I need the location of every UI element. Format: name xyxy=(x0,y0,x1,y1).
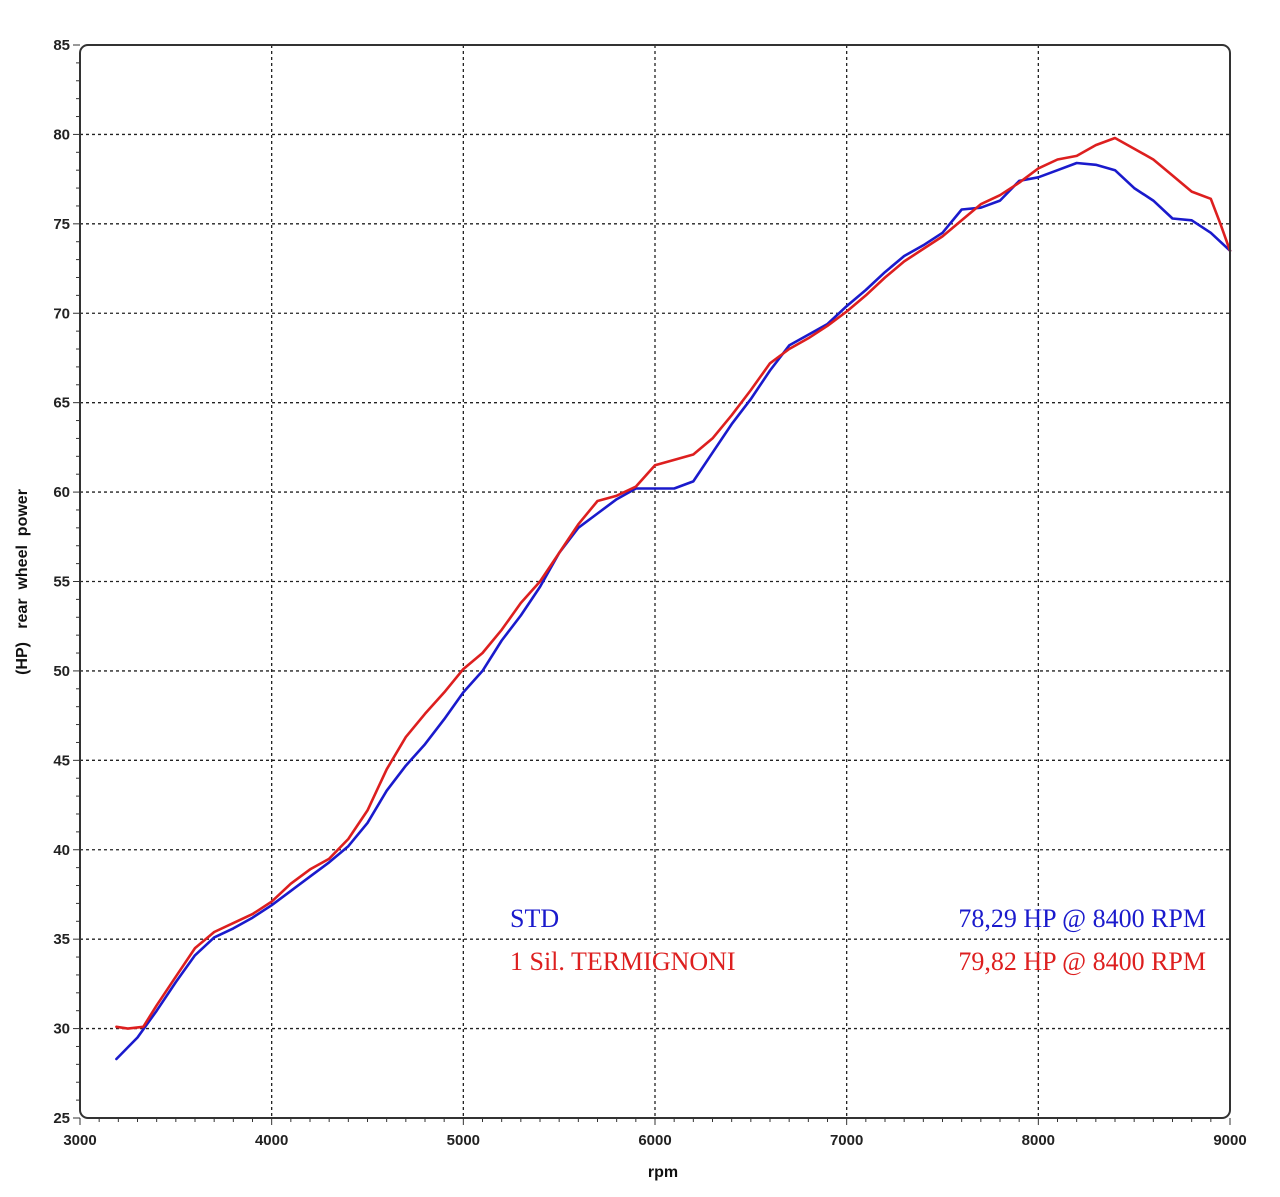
y-tick-label: 80 xyxy=(53,126,70,143)
legend: STD 78,29 HP @ 8400 RPM 1 Sil. TERMIGNON… xyxy=(510,904,1206,976)
x-tick-label: 4000 xyxy=(255,1132,288,1149)
y-tick-label: 75 xyxy=(53,216,70,233)
y-tick-label: 35 xyxy=(53,931,70,948)
legend-std-name: STD xyxy=(510,904,559,933)
series-layer xyxy=(115,136,1232,1061)
y-axis-title: (HP) rear wheel power xyxy=(14,489,31,675)
grid xyxy=(80,45,1230,1118)
x-tick-label: 3000 xyxy=(63,1132,96,1149)
y-tick-label: 60 xyxy=(53,484,70,501)
legend-termignoni-name: 1 Sil. TERMIGNONI xyxy=(510,947,736,976)
y-tick-labels: 25 30 35 40 45 50 55 60 65 70 75 80 85 xyxy=(53,37,70,1127)
legend-std-peak: 78,29 HP @ 8400 RPM xyxy=(958,904,1206,933)
y-tick-label: 85 xyxy=(53,37,70,54)
y-tick-label: 30 xyxy=(53,1021,70,1038)
x-tick-label: 6000 xyxy=(638,1132,671,1149)
series-line-std xyxy=(115,161,1232,1061)
y-tick-label: 40 xyxy=(53,842,70,859)
legend-termignoni-peak: 79,82 HP @ 8400 RPM xyxy=(958,947,1206,976)
x-tick-label: 7000 xyxy=(830,1132,863,1149)
y-tick-label: 70 xyxy=(53,305,70,322)
y-tick-label: 65 xyxy=(53,395,70,412)
series-line-termignoni xyxy=(115,136,1232,1030)
x-axis-title: rpm xyxy=(648,1164,678,1181)
x-tick-label: 9000 xyxy=(1213,1132,1246,1149)
x-tick-labels: 3000 4000 5000 6000 7000 8000 9000 xyxy=(63,1132,1246,1149)
x-tick-label: 5000 xyxy=(447,1132,480,1149)
x-tick-label: 8000 xyxy=(1022,1132,1055,1149)
y-tick-label: 25 xyxy=(53,1110,70,1127)
y-tick-label: 50 xyxy=(53,663,70,680)
y-tick-label: 45 xyxy=(53,752,70,769)
y-tick-label: 55 xyxy=(53,574,70,591)
plot-frame xyxy=(79,44,1231,1119)
